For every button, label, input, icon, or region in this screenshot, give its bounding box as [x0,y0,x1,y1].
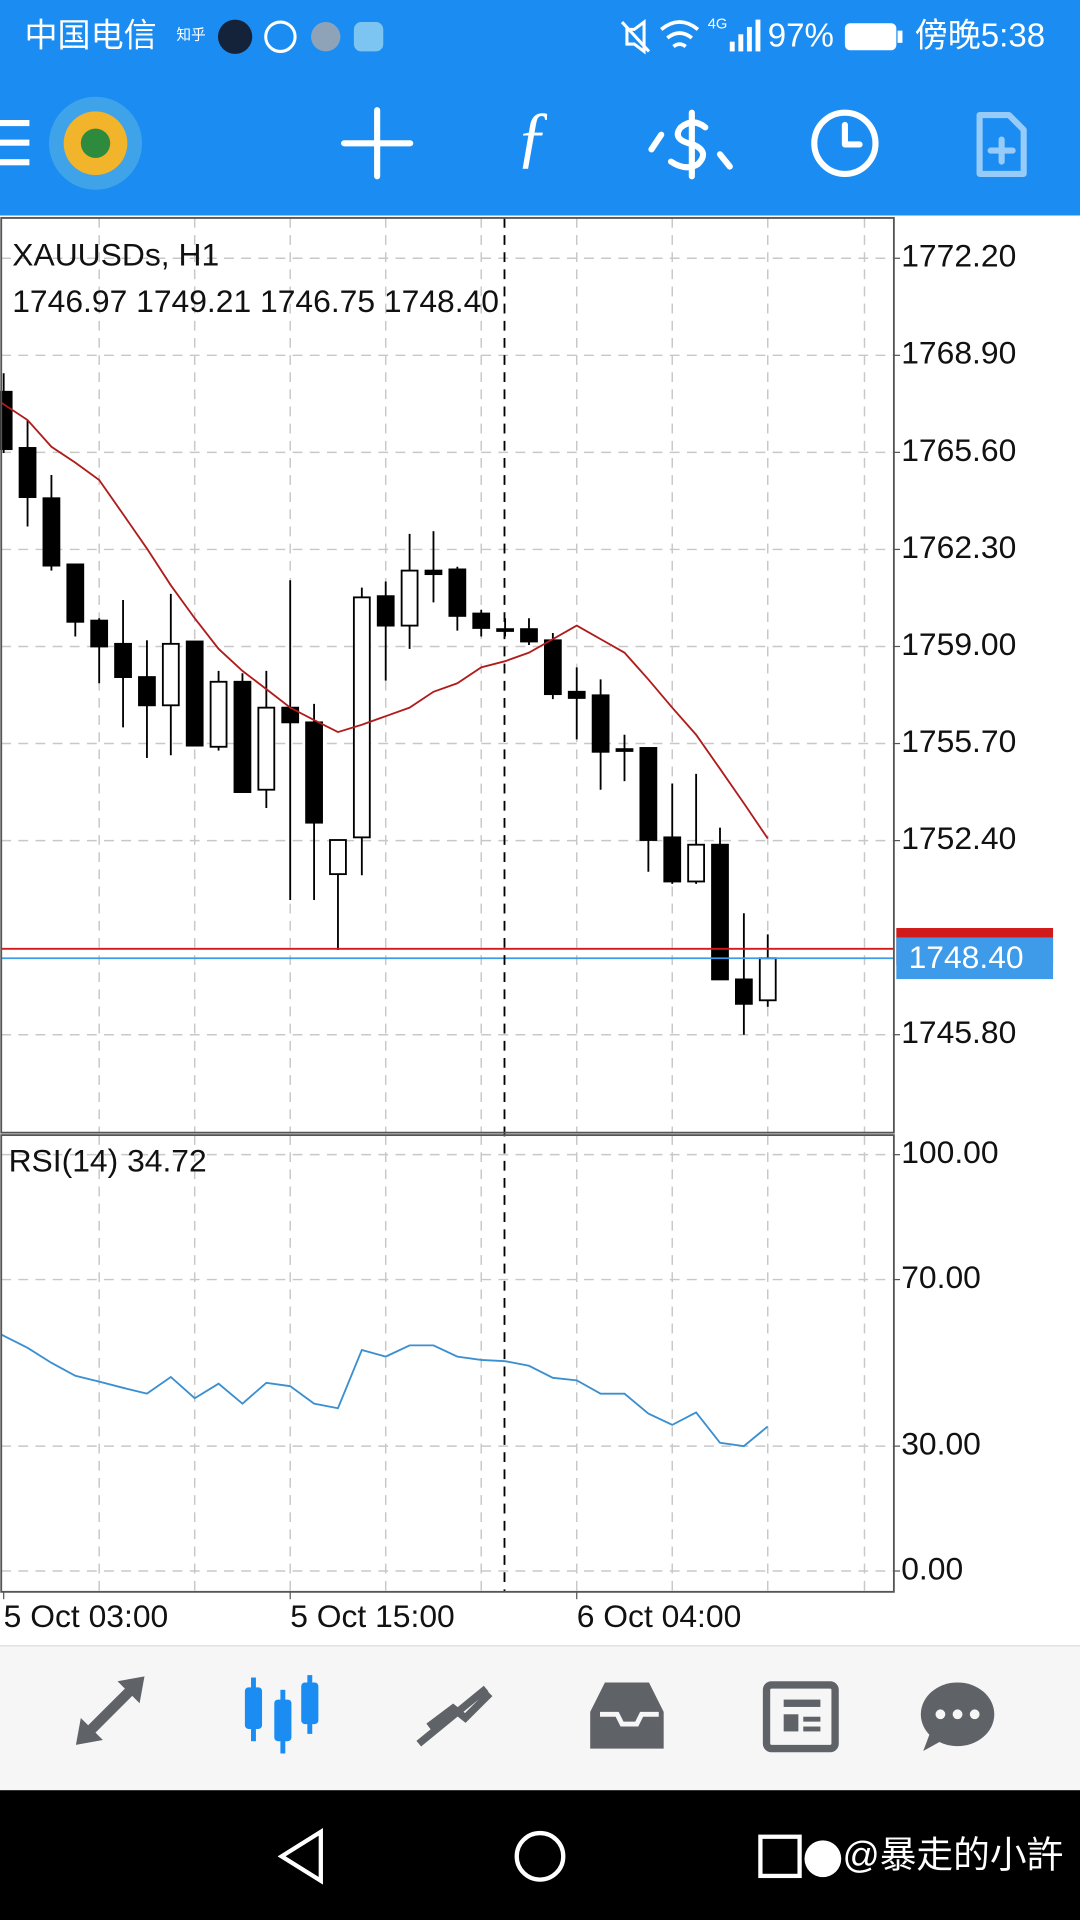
watermark: @暴走的小許 [842,1834,1063,1875]
menu-button[interactable] [0,120,30,166]
x-tick-label: 5 Oct 03:00 [4,1598,169,1634]
status-icon [264,20,297,53]
x-tick-label: 5 Oct 15:00 [290,1598,455,1634]
candle-body [687,843,705,883]
trade-button[interactable] [648,109,733,180]
carrier: 中国电信 [24,18,156,55]
battery-icon [897,30,903,43]
candle-body [352,596,371,839]
y-tick-label: 1745.80 [901,1014,1016,1050]
candle-body [448,568,467,617]
candle-body [639,747,658,841]
y-tick-label: 1759.00 [901,626,1016,662]
y-tick-label: 1768.90 [901,335,1016,371]
signal-icon [729,19,761,52]
candle-body [543,639,562,696]
price-label: 1748.40 [909,939,1024,975]
y-tick-label: 0.00 [901,1550,963,1586]
mute-icon [620,18,651,55]
trade-tab[interactable] [416,1685,493,1747]
moving-average [0,401,769,840]
candle-body [257,706,276,791]
y-tick-label: 1762.30 [901,529,1016,565]
rsi-title: RSI(14) 34.72 [9,1143,207,1179]
candle-body [114,642,132,678]
app-badge: 知乎 [176,26,205,43]
home-button[interactable] [514,1830,566,1882]
candle-body [138,676,156,707]
status-icon [353,22,384,52]
crosshair-button[interactable] [341,107,414,180]
candle-body [0,390,13,451]
candle-body [233,680,252,793]
candle-body [209,680,228,748]
status-icon [217,19,253,54]
candle-body [711,843,729,981]
y-tick-label: 1772.20 [901,238,1016,274]
candle-body [424,569,443,576]
bottom-nav [0,1645,1080,1791]
y-tick-label: 30.00 [901,1426,981,1462]
y-tick-label: 1765.60 [901,432,1016,468]
news-tab[interactable] [762,1681,839,1753]
periods-button[interactable] [811,109,879,177]
candle-body [66,563,85,623]
chart-title: XAUUSDs, H1 [12,237,219,273]
rsi-pane [0,1134,895,1593]
battery-icon [844,23,897,51]
chat-tab[interactable] [920,1682,995,1752]
candle-body [42,497,61,567]
indicators-button[interactable]: ƒ [516,98,550,174]
clock: 傍晚5:38 [915,18,1045,55]
candle-body [735,978,753,1005]
axis-labels: 5 Oct 03:00 5 Oct 15:00 6 Oct 04:00 1772.20… [3,238,1054,1634]
app-logo[interactable] [48,96,143,190]
price-label-box [896,937,1054,980]
network: 4G [708,16,728,32]
candle-body [758,957,777,1002]
candle-body [18,447,37,498]
candle-body [663,836,682,883]
x-tick-label: 6 Oct 04:00 [577,1598,742,1634]
chart-tab[interactable] [244,1675,319,1754]
candle-body [161,642,180,707]
candle-body [520,628,538,643]
battery-percent: 97% [768,18,834,55]
recents-button[interactable] [758,1834,802,1879]
quotes-tab[interactable] [75,1676,145,1745]
watermark-icon [804,1840,842,1878]
plot [0,373,894,1448]
status-icon [311,22,341,52]
candle-body [376,595,395,627]
history-tab[interactable] [590,1682,664,1749]
candle-body [400,569,419,627]
candle-body [472,612,491,629]
back-button[interactable] [277,1827,323,1885]
candle-body [90,619,109,648]
templates-button[interactable] [976,112,1027,177]
y-tick-label: 70.00 [901,1259,981,1295]
candle-body [567,690,586,699]
candle-body [329,839,347,876]
candle-body [615,748,634,752]
grid [1,217,894,1592]
y-tick-label: 100.00 [901,1134,998,1170]
ohlc-readout: 1746.97 1749.21 1746.75 1748.40 [12,283,499,319]
y-tick-label: 1755.70 [901,723,1016,759]
y-tick-label: 1752.40 [901,820,1016,856]
price-pane [0,217,895,1134]
candle-body [185,640,204,747]
candle-body [591,694,610,753]
candle-body [305,721,323,824]
rsi-line [0,1333,769,1448]
wifi-icon [660,20,700,49]
system-nav [0,1790,1080,1920]
